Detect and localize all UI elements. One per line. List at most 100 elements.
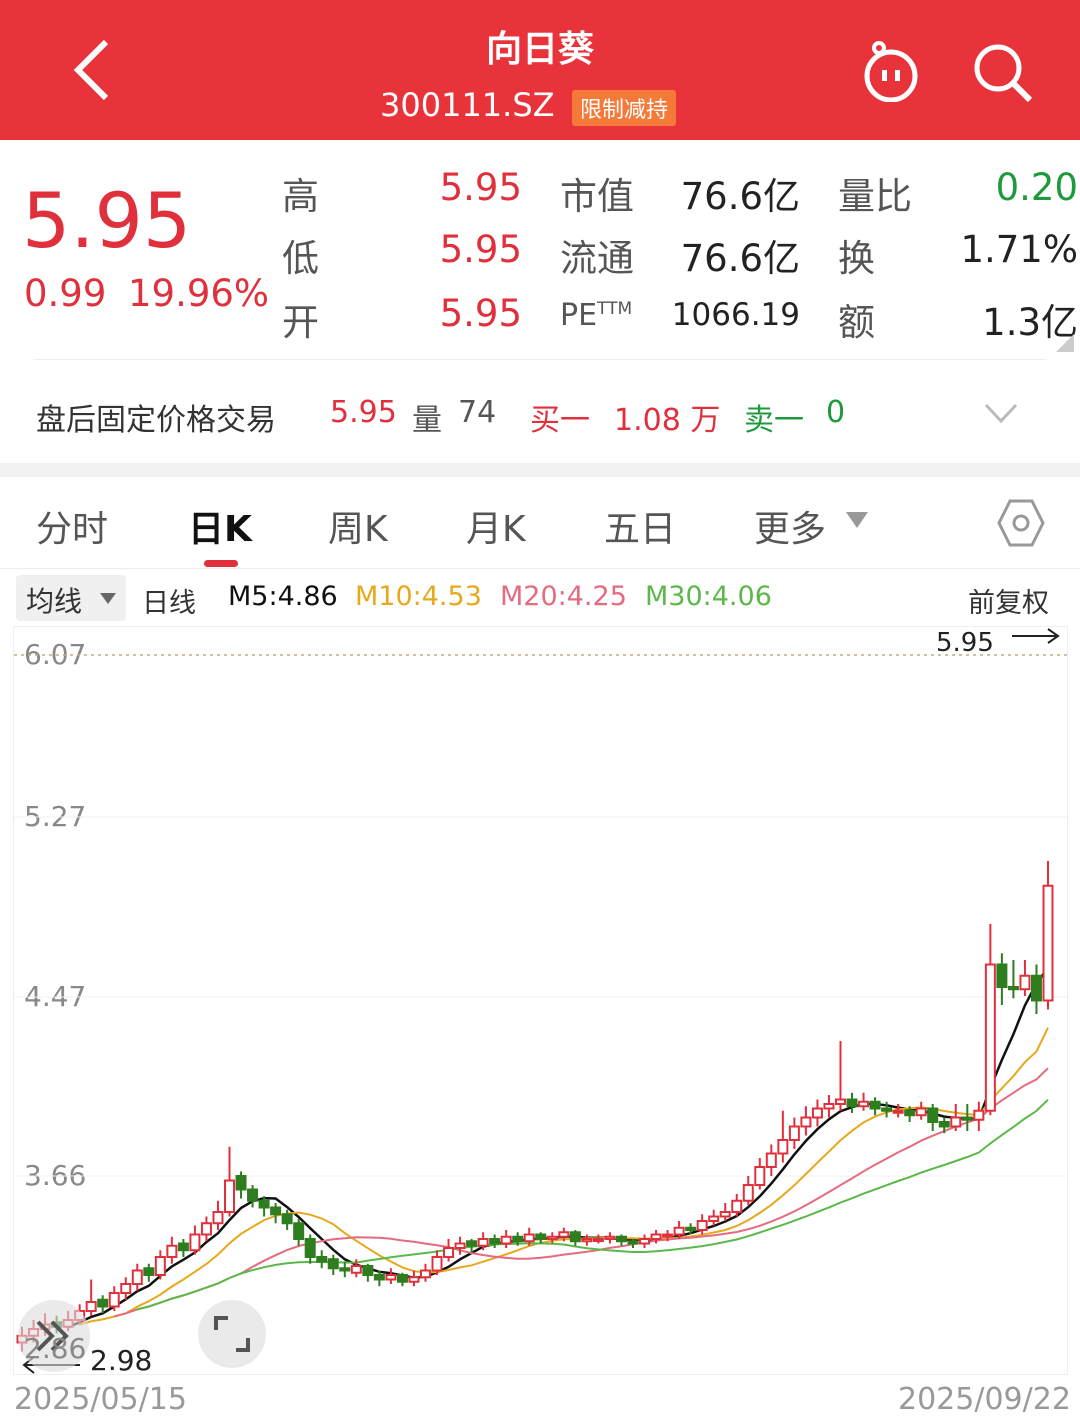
candle-body	[1030, 974, 1042, 1002]
stat-value: 5.95	[439, 166, 522, 209]
candle-body	[431, 1256, 443, 1272]
ma-dropdown[interactable]: 均线	[16, 575, 126, 621]
candle-body	[281, 1213, 293, 1225]
price-change: 0.99	[24, 272, 107, 315]
candle-body	[869, 1100, 881, 1110]
stock-name: 向日葵	[485, 29, 594, 70]
dropdown-triangle-icon	[846, 512, 868, 528]
tab-five-day[interactable]: 五日	[604, 509, 677, 550]
adjust-mode[interactable]: 前复权	[968, 588, 1049, 619]
stat-label: 换	[838, 237, 875, 280]
candle-body	[673, 1226, 685, 1236]
candle-body	[685, 1226, 697, 1231]
candle-body	[189, 1233, 201, 1252]
candle-body	[235, 1175, 247, 1191]
search-icon[interactable]	[970, 40, 1036, 106]
candle-body	[154, 1256, 166, 1276]
y-tick-label: 2.86	[24, 1332, 87, 1365]
sell1-label: 卖一	[744, 403, 804, 438]
candle-body	[316, 1256, 328, 1263]
candle-body	[97, 1298, 109, 1308]
candle-body	[627, 1240, 639, 1245]
fullscreen-button[interactable]	[198, 1300, 266, 1368]
tab-more[interactable]: 更多	[754, 509, 827, 550]
candle-body	[662, 1233, 674, 1238]
kline-chart-frame[interactable]	[13, 626, 1068, 1375]
collapse-sidebar-button[interactable]	[18, 1300, 90, 1372]
candle-body	[85, 1301, 97, 1312]
stat-label: 低	[282, 237, 319, 280]
corner-indicator-icon	[1056, 334, 1074, 352]
current-price: 5.95	[22, 176, 192, 265]
candle-body	[477, 1238, 489, 1247]
candle-body	[984, 963, 996, 1112]
candle-body	[293, 1222, 305, 1240]
candle-body	[373, 1274, 385, 1281]
candle-body	[419, 1269, 431, 1279]
dropdown-triangle-icon	[100, 593, 116, 604]
candle-body	[950, 1116, 962, 1128]
restriction-badge[interactable]: 限制减持	[572, 90, 677, 126]
candle-body	[108, 1292, 120, 1308]
candle-body	[558, 1231, 570, 1238]
candle-body	[408, 1276, 420, 1283]
chevron-down-icon[interactable]	[984, 402, 1018, 424]
candle-body	[961, 1116, 973, 1121]
candle-body	[120, 1283, 132, 1294]
ma-line-m30	[137, 1098, 1049, 1311]
candle-body	[327, 1258, 339, 1270]
stat-value: 1.3亿	[982, 301, 1078, 344]
period-label: 日线	[142, 588, 196, 619]
candle-body	[708, 1215, 720, 1222]
candle-body	[1007, 986, 1019, 991]
candle-body	[131, 1269, 143, 1285]
stock-code: 300111.SZ	[380, 86, 555, 124]
price-change-pct: 19.96%	[128, 272, 270, 315]
candle-body	[765, 1152, 777, 1168]
ma-dropdown-label: 均线	[26, 585, 83, 618]
candle-body	[385, 1274, 397, 1281]
divider	[0, 568, 1080, 569]
top-bar: 向日葵 300111.SZ 限制减持	[0, 0, 1080, 140]
after-hours-label: 盘后固定价格交易	[36, 403, 276, 438]
candle-body	[535, 1233, 547, 1240]
stat-label-text: PE	[560, 298, 598, 333]
tab-monthly-k[interactable]: 月K	[466, 509, 526, 550]
candle-body	[696, 1220, 708, 1231]
ma5-value: M5:4.86	[228, 581, 338, 612]
candle-body	[754, 1166, 766, 1186]
robot-icon[interactable]	[856, 40, 926, 102]
sell1-value: 0	[826, 395, 846, 430]
candle-body	[592, 1238, 604, 1242]
tab-weekly-k[interactable]: 周K	[328, 509, 388, 550]
back-icon[interactable]	[70, 38, 114, 102]
candle-body	[731, 1199, 743, 1213]
candle-body	[915, 1107, 927, 1117]
settings-hexagon-icon[interactable]	[996, 497, 1046, 549]
candle-body	[523, 1233, 535, 1243]
candle-body	[247, 1188, 259, 1202]
stat-value: 76.6亿	[680, 237, 800, 280]
double-chevron-icon	[36, 1320, 69, 1352]
max-arrow-icon	[1012, 628, 1060, 644]
tab-daily-k[interactable]: 日K	[188, 509, 252, 550]
ma-line-m20	[113, 1067, 1049, 1318]
x-end-date: 2025/09/22	[898, 1382, 1071, 1417]
stat-value: 1066.19	[671, 297, 800, 333]
candle-body	[396, 1274, 408, 1283]
candle-body	[258, 1199, 270, 1209]
max-price-marker: 5.95	[936, 628, 994, 658]
candle-body	[270, 1206, 282, 1216]
y-tick-label: 6.07	[24, 638, 87, 671]
candle-body	[212, 1211, 224, 1225]
stat-value: 0.20	[995, 166, 1078, 209]
fullscreen-icon	[214, 1316, 250, 1352]
candle-body	[1019, 974, 1031, 991]
candle-body	[466, 1240, 478, 1247]
buy1-value: 1.08 万	[614, 403, 721, 438]
tab-intraday[interactable]: 分时	[36, 509, 109, 550]
stat-label: 量比	[838, 175, 912, 218]
candle-body	[581, 1238, 593, 1243]
candle-body	[788, 1125, 800, 1141]
